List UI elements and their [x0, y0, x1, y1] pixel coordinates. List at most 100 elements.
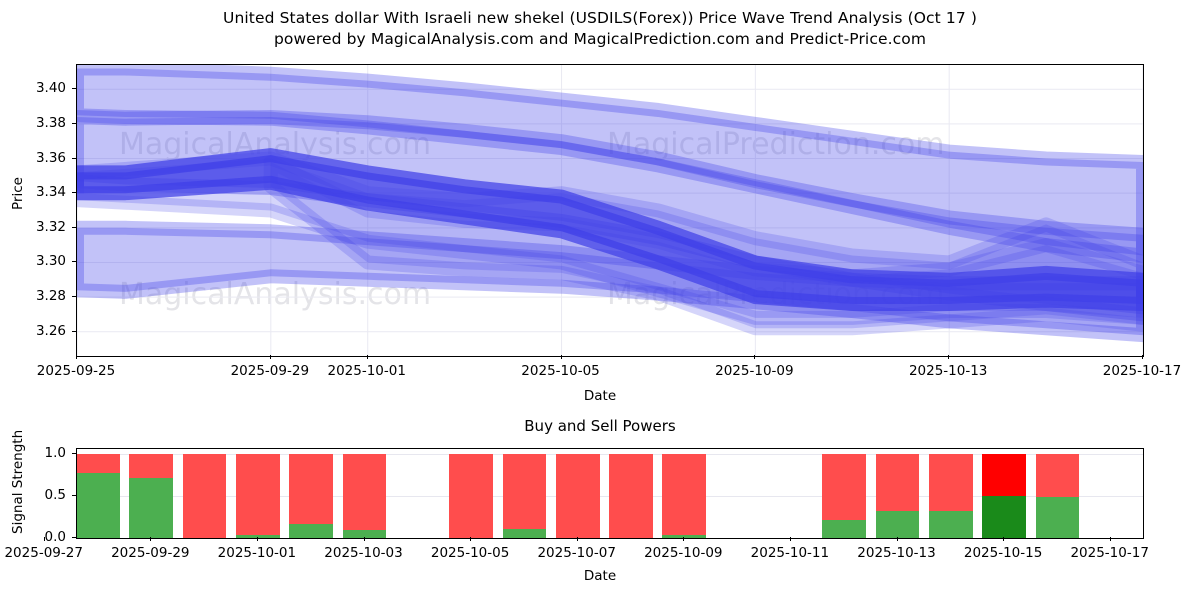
power-x-tick-mark — [43, 537, 45, 541]
buy-power-segment — [982, 496, 1026, 538]
power-gridline — [77, 538, 1143, 539]
power-x-tick-label: 2025-10-09 — [644, 545, 723, 561]
power-bar — [609, 454, 653, 538]
power-y-tick-label: 0.5 — [44, 487, 66, 504]
power-x-tick-mark — [576, 537, 578, 541]
price-y-tick-label: 3.30 — [35, 253, 66, 270]
power-y-tick-label: 0.0 — [44, 529, 66, 545]
price-y-tick-label: 3.38 — [35, 114, 66, 131]
wave-band — [77, 220, 1143, 343]
price-x-tick-label: 2025-10-01 — [327, 363, 406, 379]
price-y-axis-title: Price — [10, 177, 26, 210]
wave-band — [263, 155, 1143, 336]
title-line-1: United States dollar With Israeli new sh… — [223, 9, 977, 27]
power-x-tick-label: 2025-10-07 — [537, 545, 616, 561]
power-x-tick-mark — [256, 537, 258, 541]
power-x-tick-mark — [1109, 537, 1111, 541]
title-line-2: powered by MagicalAnalysis.com and Magic… — [273, 30, 927, 48]
power-bar — [662, 454, 707, 538]
price-y-tick-label: 3.34 — [35, 184, 66, 201]
power-bar — [982, 454, 1026, 538]
power-plot-frame: MagicalAnalysis.com MagicalPrediction.co… — [76, 448, 1144, 539]
price-y-tick-mark — [72, 226, 76, 228]
price-y-tick-mark — [72, 261, 76, 263]
price-x-tick-mark — [269, 355, 271, 359]
power-x-tick-label: 2025-10-03 — [324, 545, 403, 561]
power-x-tick-mark — [1003, 537, 1005, 541]
buy-power-segment — [662, 534, 707, 538]
power-x-tick-label: 2025-10-01 — [217, 545, 297, 561]
power-bar — [449, 454, 493, 538]
sell-power-segment — [342, 454, 387, 530]
wave-band — [77, 148, 1143, 311]
power-x-tick-label: 2025-10-11 — [750, 545, 830, 561]
price-wave-chart: MagicalAnalysis.com MagicalPrediction.co… — [36, 64, 1181, 379]
sell-power-segment — [662, 454, 707, 535]
price-wave-bands — [77, 65, 1143, 356]
power-x-tick-mark — [150, 537, 152, 541]
power-y-tick-label: 1.0 — [44, 445, 66, 462]
price-plot-frame: MagicalAnalysis.com MagicalPrediction.co… — [76, 64, 1144, 357]
power-y-tick-mark — [72, 537, 76, 538]
price-x-tick-label: 2025-10-13 — [908, 363, 988, 379]
price-y-tick-mark — [72, 88, 76, 90]
buy-power-segment — [502, 528, 547, 538]
buy-power-segment — [129, 477, 174, 538]
power-bar — [182, 454, 227, 538]
power-x-tick-label: 2025-10-17 — [1070, 545, 1149, 561]
price-x-tick-mark — [560, 355, 562, 359]
buy-power-segment — [342, 529, 387, 538]
price-y-tick-mark — [72, 296, 76, 298]
power-x-tick-label: 2025-09-29 — [111, 545, 190, 561]
price-y-tick-label: 3.28 — [35, 288, 66, 305]
sell-power-segment — [236, 454, 280, 536]
power-bar — [555, 454, 600, 538]
power-x-tick-mark — [363, 537, 365, 541]
price-x-tick-mark — [76, 355, 77, 359]
sell-power-segment — [502, 454, 547, 529]
power-chart-title: Buy and Sell Powers — [524, 417, 676, 435]
power-bar — [289, 454, 334, 538]
sell-power-segment — [609, 454, 653, 538]
power-x-tick-mark — [789, 537, 791, 541]
sell-power-segment — [182, 454, 227, 538]
power-x-tick-label: 2025-10-15 — [963, 545, 1043, 561]
power-bar — [129, 454, 174, 538]
buy-power-segment — [875, 511, 920, 538]
power-bar — [502, 454, 547, 538]
power-bar — [342, 454, 387, 538]
wave-band — [77, 65, 1143, 263]
price-x-tick-label: 2025-09-25 — [36, 363, 116, 379]
power-y-tick-mark — [72, 453, 76, 455]
power-bar — [875, 454, 920, 538]
power-bar — [236, 454, 280, 538]
power-bar — [77, 454, 120, 538]
sell-power-segment — [1035, 454, 1080, 497]
buy-power-segment — [289, 523, 334, 538]
buy-sell-power-chart: MagicalAnalysis.com MagicalPrediction.co… — [4, 445, 1148, 561]
power-x-tick-label: 2025-10-13 — [857, 545, 936, 561]
sell-power-segment — [449, 454, 493, 538]
power-x-axis-title: Date — [583, 568, 617, 584]
price-x-tick-label: 2025-10-09 — [715, 363, 794, 379]
price-y-tick-label: 3.36 — [35, 149, 66, 166]
price-x-tick-label: 2025-10-05 — [521, 363, 600, 379]
power-y-tick-mark — [72, 495, 76, 497]
power-y-axis-title: Signal Strength — [10, 429, 26, 534]
power-bar — [928, 454, 973, 538]
buy-power-segment — [77, 472, 120, 538]
price-y-tick-label: 3.32 — [35, 218, 66, 235]
page-title: United States dollar With Israeli new sh… — [0, 8, 1200, 50]
power-bar — [1035, 454, 1080, 538]
price-x-tick-label: 2025-09-29 — [230, 363, 310, 379]
power-bar — [822, 454, 867, 538]
power-x-tick-mark — [470, 537, 472, 541]
buy-power-segment — [236, 535, 280, 538]
sell-power-segment — [289, 454, 334, 524]
price-y-tick-mark — [72, 330, 76, 332]
price-y-tick-mark — [72, 157, 76, 159]
power-x-tick-label: 2025-10-05 — [430, 545, 510, 561]
wave-band — [77, 151, 1143, 325]
sell-power-segment — [928, 454, 973, 512]
